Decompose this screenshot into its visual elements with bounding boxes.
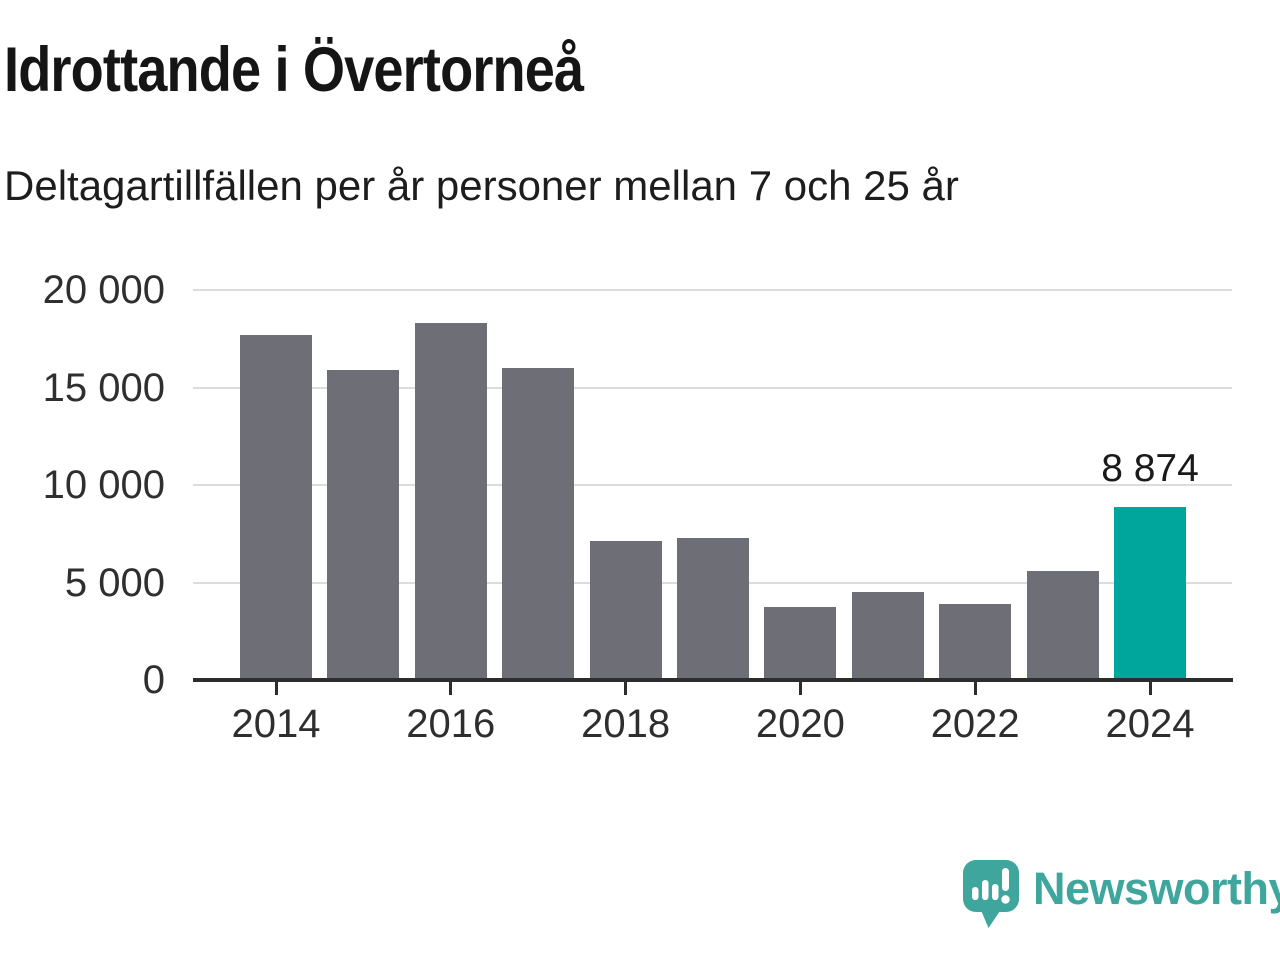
y-axis-tick-label: 10 000 bbox=[42, 463, 165, 507]
x-axis-tick bbox=[449, 682, 453, 695]
y-gridline bbox=[193, 484, 1232, 486]
newsworthy-logo: Newsworthy bbox=[961, 858, 1280, 930]
bar bbox=[502, 368, 575, 680]
y-gridline bbox=[193, 386, 1232, 389]
bar bbox=[677, 538, 749, 680]
newsworthy-logo-text: Newsworthy bbox=[1033, 863, 1280, 914]
x-axis-line bbox=[193, 678, 1233, 682]
bar-highlighted bbox=[1114, 506, 1186, 680]
x-axis-tick-label: 2022 bbox=[930, 702, 1020, 746]
bar bbox=[240, 334, 312, 680]
x-axis-tick bbox=[973, 682, 977, 695]
x-axis-tick-label: 2020 bbox=[755, 702, 845, 746]
x-axis-tick bbox=[624, 682, 628, 695]
y-axis-tick-label: 20 000 bbox=[42, 268, 165, 312]
bar bbox=[851, 591, 924, 680]
bar bbox=[764, 606, 837, 680]
y-axis-tick-label: 0 bbox=[142, 658, 165, 702]
x-axis-tick-label: 2016 bbox=[406, 702, 496, 746]
x-axis-tick-label: 2024 bbox=[1105, 702, 1195, 746]
bar bbox=[589, 540, 662, 680]
chart-subtitle: Deltagartillfällen per år personer mella… bbox=[4, 162, 959, 209]
bar bbox=[327, 369, 400, 680]
x-axis-tick bbox=[798, 682, 802, 695]
x-axis-tick bbox=[274, 682, 278, 695]
bar bbox=[939, 604, 1012, 680]
chart-title: Idrottande i Övertorneå bbox=[4, 35, 584, 105]
x-axis-tick-label: 2014 bbox=[231, 702, 321, 746]
bar-value-label: 8 874 bbox=[1101, 446, 1199, 490]
y-axis-tick-label: 15 000 bbox=[42, 365, 165, 410]
newsworthy-speech-bubble-bar-chart-icon bbox=[963, 860, 1019, 928]
y-gridline bbox=[193, 289, 1232, 291]
x-axis-tick-label: 2018 bbox=[581, 702, 671, 746]
bar bbox=[414, 323, 487, 680]
y-axis-tick-label: 5 000 bbox=[64, 560, 165, 605]
bar bbox=[1026, 570, 1099, 680]
x-axis-tick bbox=[1148, 682, 1152, 695]
